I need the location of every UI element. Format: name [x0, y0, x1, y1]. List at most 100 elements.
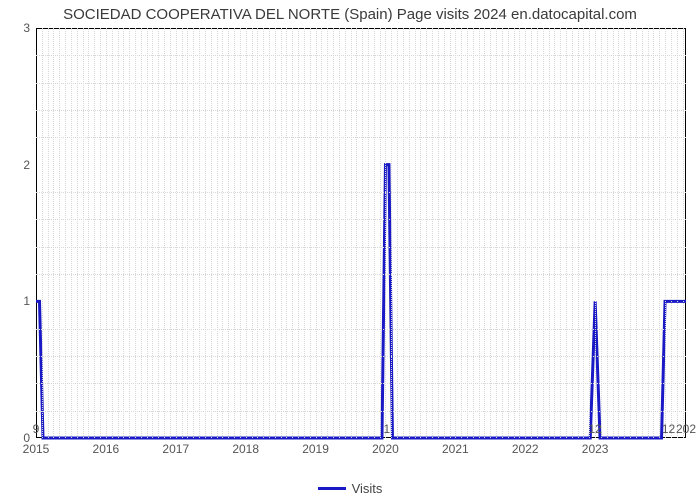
x-tick-label: 2018 — [232, 438, 259, 456]
grid-minor-v — [217, 28, 218, 438]
grid-minor-v — [420, 28, 421, 438]
grid-minor-v — [106, 28, 107, 438]
grid-minor-v — [42, 28, 43, 438]
grid-minor-v — [246, 28, 247, 438]
grid-minor-v — [484, 28, 485, 438]
grid-minor-v — [83, 28, 84, 438]
grid-minor-v — [152, 28, 153, 438]
grid-minor-v — [560, 28, 561, 438]
grid-minor-v — [53, 28, 54, 438]
grid-minor-v — [275, 28, 276, 438]
grid-minor-v — [583, 28, 584, 438]
grid-minor-v — [310, 28, 311, 438]
grid-minor-v — [339, 28, 340, 438]
grid-minor-v — [508, 28, 509, 438]
grid-minor-v — [304, 28, 305, 438]
value-label: 12 — [588, 422, 601, 436]
grid-minor-v — [164, 28, 165, 438]
grid-minor-v — [461, 28, 462, 438]
grid-minor-v — [537, 28, 538, 438]
grid-minor-v — [176, 28, 177, 438]
grid-minor-v — [613, 28, 614, 438]
value-label: 9 — [33, 422, 40, 436]
value-label: 202 — [676, 422, 696, 436]
chart-container: { "chart": { "type": "line", "title": "S… — [0, 0, 700, 500]
grid-minor-v — [351, 28, 352, 438]
grid-minor-v — [648, 28, 649, 438]
grid-minor-v — [589, 28, 590, 438]
grid-minor-v — [286, 28, 287, 438]
x-tick-label: 2019 — [302, 438, 329, 456]
grid-minor-v — [205, 28, 206, 438]
y-tick-label: 1 — [23, 294, 36, 308]
grid-minor-v — [77, 28, 78, 438]
grid-minor-v — [327, 28, 328, 438]
grid-minor-v — [316, 28, 317, 438]
grid-minor-v — [182, 28, 183, 438]
grid-minor-v — [531, 28, 532, 438]
legend-label: Visits — [352, 481, 383, 496]
grid-minor-v — [397, 28, 398, 438]
value-label: 1 — [384, 422, 391, 436]
x-tick-label: 2016 — [93, 438, 120, 456]
grid-minor-v — [618, 28, 619, 438]
grid-minor-v — [525, 28, 526, 438]
grid-minor-v — [683, 28, 684, 438]
grid-minor-v — [455, 28, 456, 438]
chart-title: SOCIEDAD COOPERATIVA DEL NORTE (Spain) P… — [0, 6, 700, 23]
grid-minor-v — [65, 28, 66, 438]
y-tick-label: 3 — [23, 21, 36, 35]
grid-minor-v — [473, 28, 474, 438]
grid-minor-v — [88, 28, 89, 438]
grid-minor-v — [129, 28, 130, 438]
grid-minor-v — [158, 28, 159, 438]
grid-minor-v — [252, 28, 253, 438]
grid-minor-v — [572, 28, 573, 438]
grid-minor-v — [187, 28, 188, 438]
grid-minor-v — [48, 28, 49, 438]
grid-minor-v — [409, 28, 410, 438]
x-tick-label: 2022 — [512, 438, 539, 456]
grid-minor-v — [659, 28, 660, 438]
grid-minor-v — [566, 28, 567, 438]
grid-minor-v — [240, 28, 241, 438]
grid-minor-v — [281, 28, 282, 438]
grid-minor-v — [59, 28, 60, 438]
grid-minor-v — [263, 28, 264, 438]
grid-minor-v — [578, 28, 579, 438]
grid-minor-v — [135, 28, 136, 438]
grid-minor-v — [298, 28, 299, 438]
grid-minor-v — [595, 28, 596, 438]
grid-minor-v — [123, 28, 124, 438]
grid-minor-v — [607, 28, 608, 438]
grid-minor-v — [543, 28, 544, 438]
grid-minor-v — [193, 28, 194, 438]
grid-minor-v — [403, 28, 404, 438]
x-tick-label: 2015 — [23, 438, 50, 456]
grid-minor-v — [94, 28, 95, 438]
x-tick-label: 2023 — [582, 438, 609, 456]
grid-minor-v — [636, 28, 637, 438]
grid-minor-v — [642, 28, 643, 438]
grid-minor-v — [222, 28, 223, 438]
grid-minor-v — [368, 28, 369, 438]
grid-minor-v — [630, 28, 631, 438]
x-tick-label: 2021 — [442, 438, 469, 456]
grid-minor-v — [199, 28, 200, 438]
grid-minor-v — [677, 28, 678, 438]
grid-minor-v — [653, 28, 654, 438]
x-tick-label: 2017 — [162, 438, 189, 456]
legend: Visits — [0, 481, 700, 496]
grid-minor-v — [554, 28, 555, 438]
grid-minor-v — [432, 28, 433, 438]
grid-minor-v — [374, 28, 375, 438]
grid-minor-v — [415, 28, 416, 438]
value-label: 12 — [662, 422, 675, 436]
grid-minor-v — [170, 28, 171, 438]
grid-minor-v — [345, 28, 346, 438]
grid-minor-v — [211, 28, 212, 438]
grid-minor-v — [269, 28, 270, 438]
grid-minor-v — [356, 28, 357, 438]
grid-minor-v — [549, 28, 550, 438]
grid-minor-v — [385, 28, 386, 438]
